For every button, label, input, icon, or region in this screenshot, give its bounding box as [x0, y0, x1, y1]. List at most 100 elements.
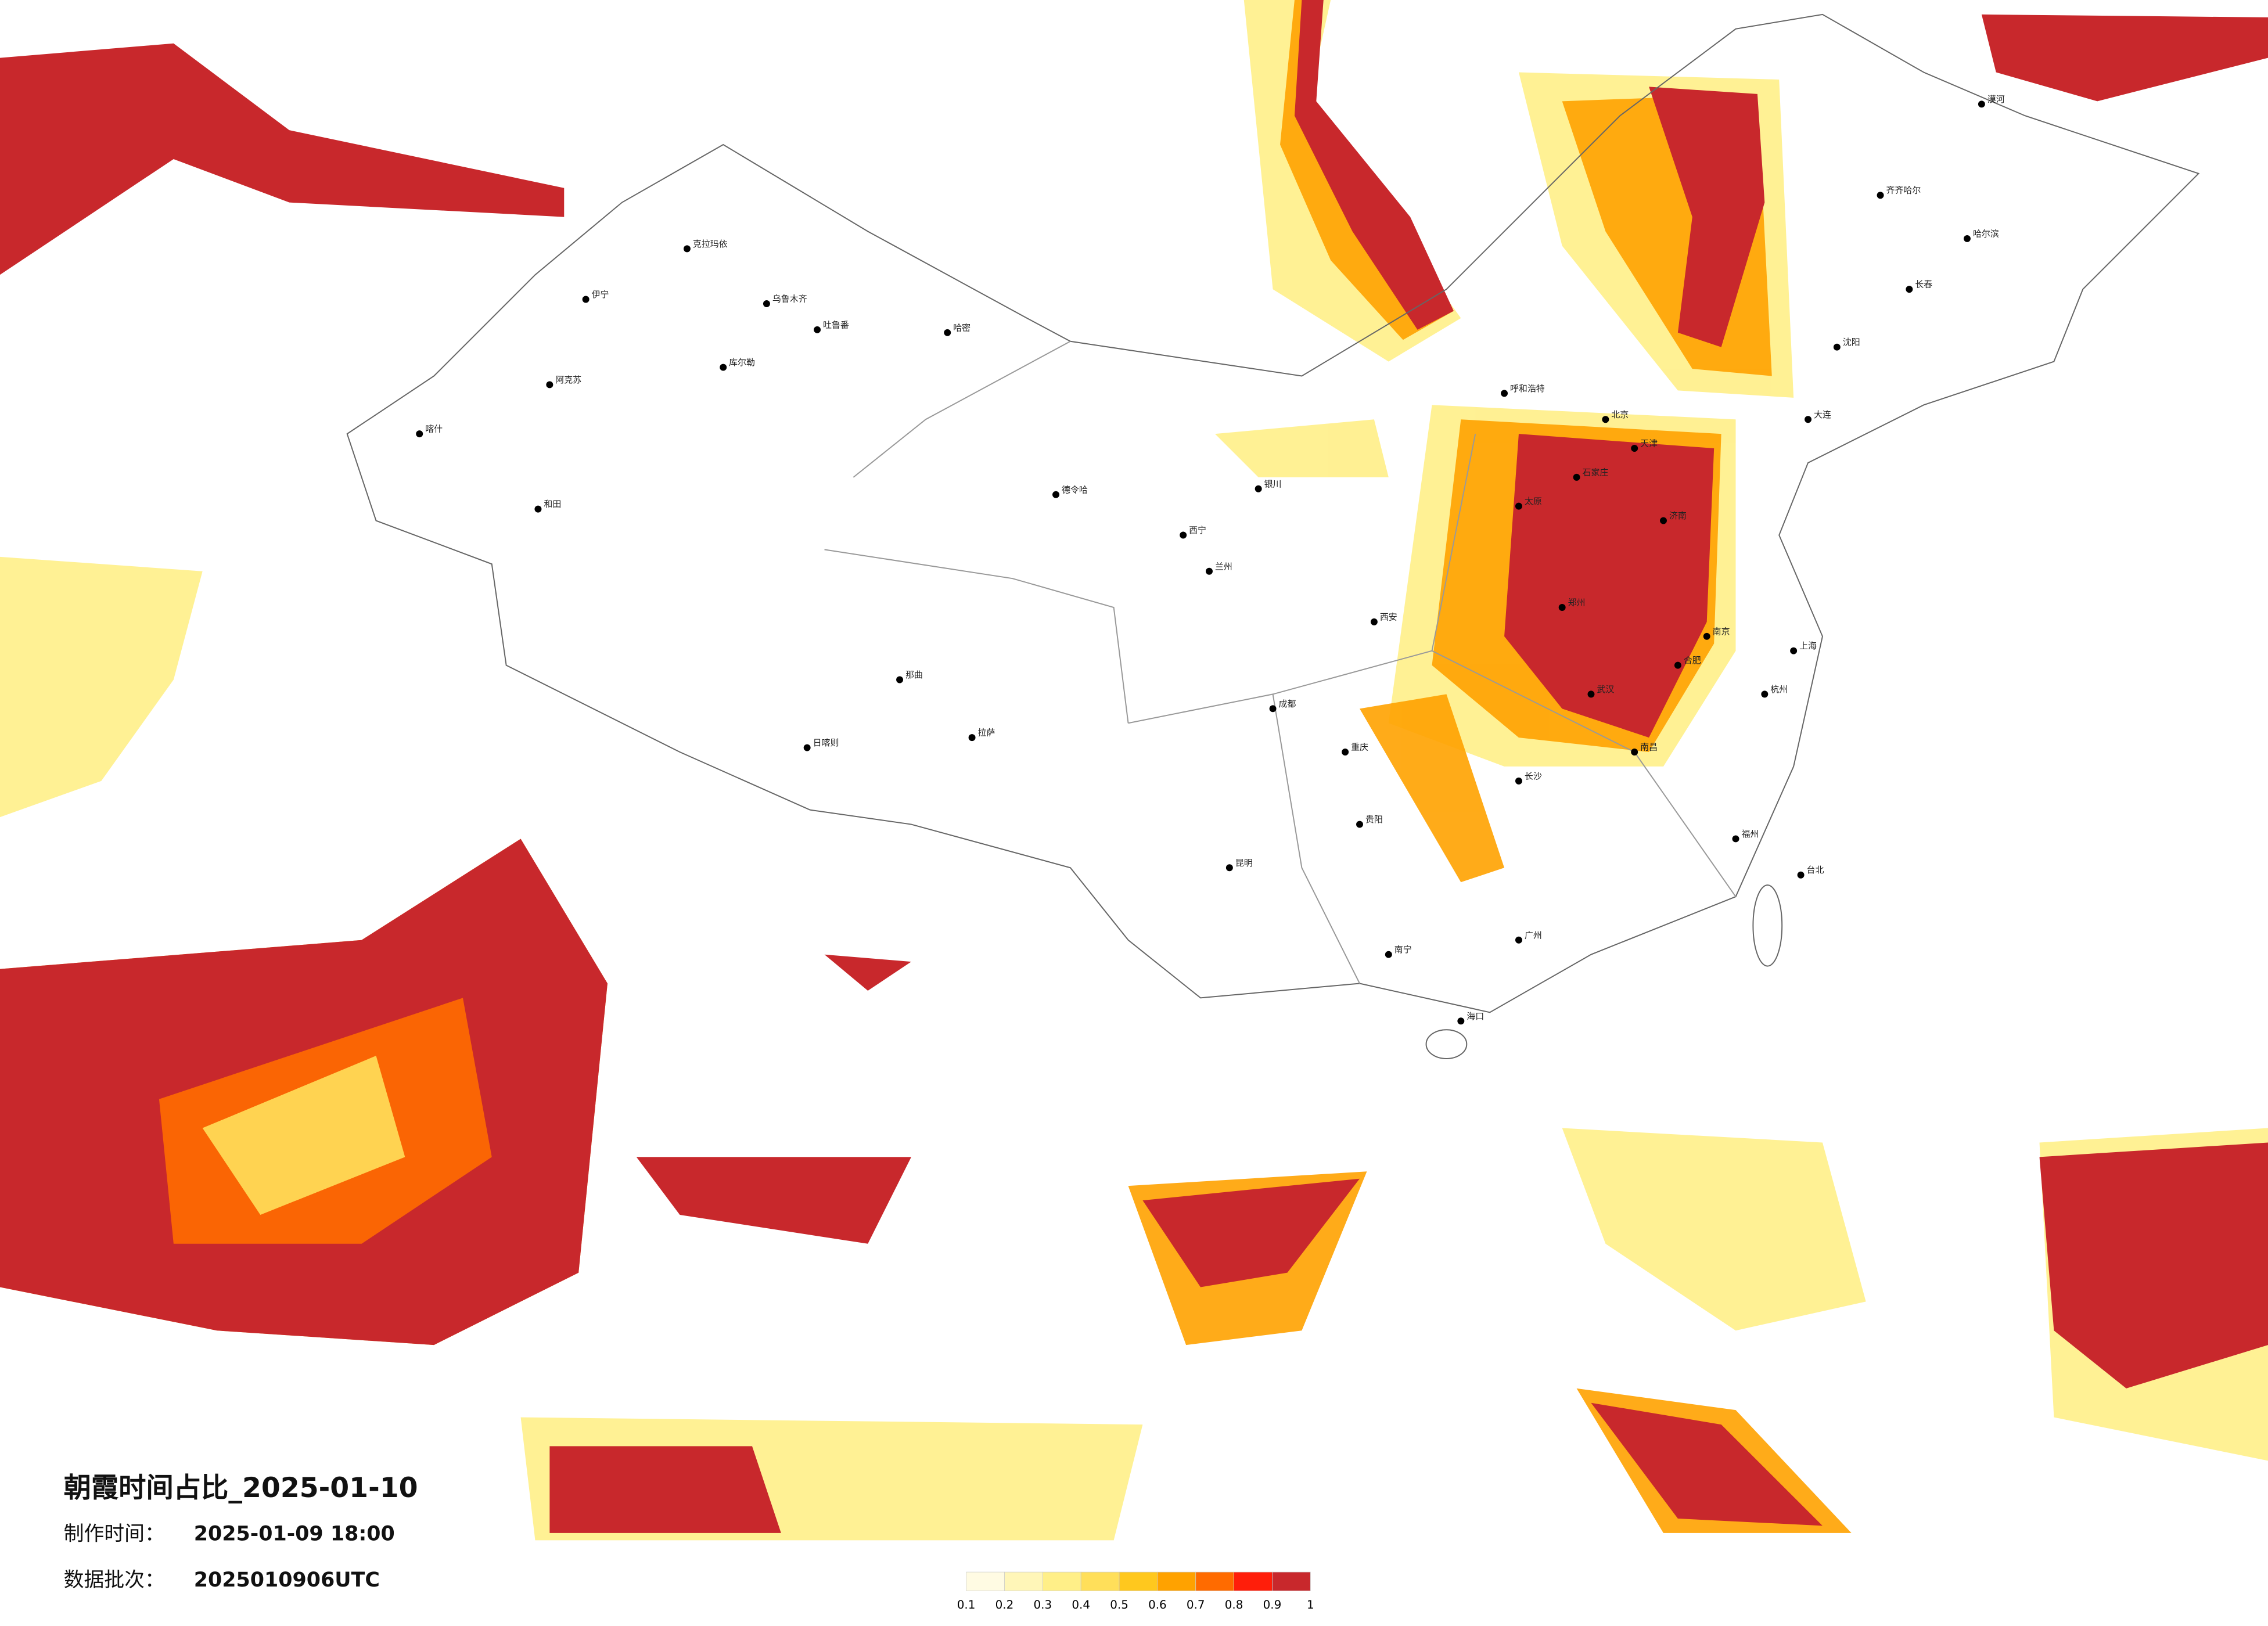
city-dot: [968, 734, 976, 742]
colorbar-swatch: [1272, 1571, 1311, 1591]
city-dot: [803, 744, 811, 751]
city-label: 德令哈: [1062, 484, 1088, 495]
city-label: 南京: [1713, 626, 1730, 636]
map-title: 朝霞时间占比_2025-01-10: [64, 1472, 418, 1504]
city-dot: [896, 676, 904, 684]
city-label: 北京: [1611, 409, 1629, 420]
city-label: 大连: [1814, 409, 1831, 420]
colorbar-tick-label: 0.9: [1263, 1598, 1282, 1611]
city-label: 合肥: [1684, 655, 1701, 665]
city-dot: [1385, 951, 1392, 958]
city-label: 沈阳: [1843, 337, 1860, 347]
city-dot: [683, 245, 691, 253]
colorbar-tick-label: 0.1: [957, 1598, 976, 1611]
city-dot: [1660, 517, 1667, 524]
city-label: 长春: [1915, 279, 1932, 290]
data-batch-value: 2025010906UTC: [194, 1569, 380, 1592]
city-label: 南昌: [1640, 742, 1658, 753]
city-label: 日喀则: [813, 738, 839, 748]
city-dot: [1978, 100, 1985, 108]
city-dot: [1805, 416, 1812, 423]
colorbar-swatch: [1119, 1571, 1158, 1591]
city-dot: [1180, 531, 1187, 539]
city-dot: [1370, 618, 1378, 625]
city-label: 库尔勒: [729, 357, 755, 368]
city-dot: [1206, 567, 1213, 575]
city-dot: [1457, 1017, 1465, 1025]
city-dot: [1674, 661, 1681, 669]
city-dot: [1631, 749, 1638, 756]
city-label: 兰州: [1215, 561, 1232, 571]
heatmap: [0, 0, 2268, 1541]
city-dot: [1052, 491, 1059, 498]
colorbar-swatch: [1195, 1571, 1234, 1591]
city-dot: [1255, 485, 1262, 492]
city-label: 济南: [1669, 510, 1687, 521]
city-dot: [1587, 690, 1595, 698]
city-dot: [416, 430, 423, 438]
city-dot: [1501, 390, 1508, 397]
city-label: 阿克苏: [555, 375, 581, 385]
city-dot: [1790, 647, 1798, 654]
colorbar-tick-label: 0.4: [1072, 1598, 1090, 1611]
city-dot: [1631, 445, 1638, 452]
city-dot: [1342, 749, 1349, 756]
city-dot: [1703, 632, 1710, 640]
colorbar-tick-label: 0.6: [1148, 1598, 1167, 1611]
colorbar-tick-label: 1: [1307, 1598, 1314, 1611]
city-dot: [720, 364, 727, 371]
city-dot: [1797, 871, 1805, 879]
city-label: 银川: [1264, 479, 1282, 489]
city-dot: [763, 300, 770, 307]
city-dot: [1833, 343, 1841, 351]
city-label: 武汉: [1597, 684, 1614, 695]
colorbar-tick-label: 0.5: [1110, 1598, 1128, 1611]
colorbar-tick-label: 0.8: [1225, 1598, 1243, 1611]
production-time-label: 制作时间：: [64, 1522, 165, 1545]
city-label: 广州: [1525, 930, 1542, 940]
city-dot: [1732, 835, 1739, 843]
city-label: 长沙: [1525, 771, 1542, 781]
city-dot: [1877, 192, 1884, 199]
city-dot: [1761, 690, 1769, 698]
colorbar-swatch: [1157, 1571, 1196, 1591]
city-dot: [582, 296, 590, 303]
city-dot: [1964, 235, 1971, 242]
city-dot: [1356, 821, 1363, 828]
city-label: 福州: [1741, 829, 1759, 839]
colorbar-swatch: [1042, 1571, 1081, 1591]
city-dot: [1602, 416, 1609, 423]
city-label: 齐齐哈尔: [1886, 185, 1921, 196]
colorbar-swatch: [1080, 1571, 1120, 1591]
city-label: 喀什: [425, 424, 443, 434]
city-label: 重庆: [1351, 742, 1368, 753]
city-label: 拉萨: [978, 728, 995, 738]
city-label: 上海: [1799, 641, 1817, 651]
city-dot: [1558, 604, 1566, 611]
city-label: 那曲: [905, 670, 923, 680]
city-label: 呼和浩特: [1510, 383, 1545, 394]
city-label: 贵阳: [1365, 814, 1383, 825]
city-dot: [814, 326, 821, 333]
city-label: 和田: [544, 499, 561, 509]
city-label: 台北: [1807, 865, 1824, 875]
colorbar-tick-label: 0.3: [1033, 1598, 1052, 1611]
city-dot: [1515, 502, 1522, 510]
city-label: 伊宁: [592, 289, 609, 300]
city-label: 杭州: [1770, 684, 1788, 695]
city-label: 克拉玛依: [693, 239, 728, 249]
city-label: 乌鲁木齐: [772, 294, 807, 304]
city-dot: [546, 381, 553, 388]
city-dot: [1515, 777, 1522, 785]
city-label: 吐鲁番: [823, 319, 849, 330]
colorbar-tick-label: 0.7: [1187, 1598, 1205, 1611]
city-label: 南宁: [1394, 944, 1412, 955]
data-batch-label: 数据批次：: [64, 1569, 165, 1592]
city-dot: [1269, 705, 1277, 713]
city-label: 漠河: [1987, 94, 2005, 105]
colorbar-swatch: [1234, 1571, 1273, 1591]
city-label: 海口: [1467, 1011, 1484, 1021]
city-dot: [1906, 286, 1913, 293]
